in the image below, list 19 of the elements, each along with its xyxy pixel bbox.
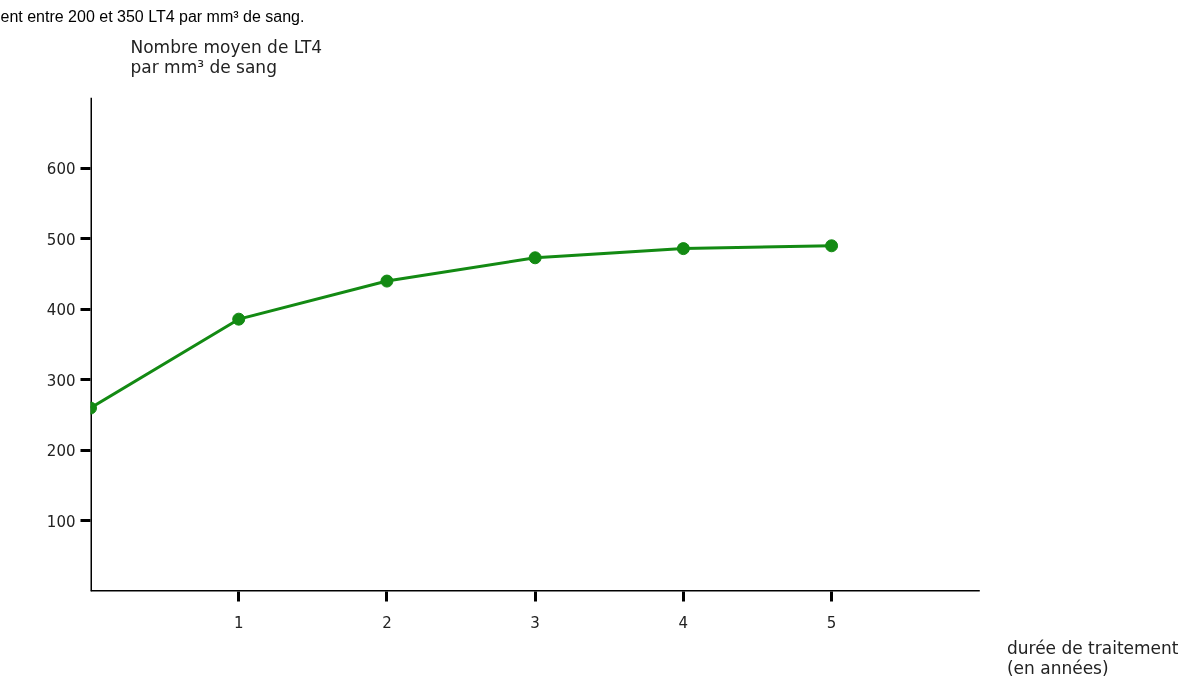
point bbox=[528, 251, 542, 265]
x-tick-label: 5 bbox=[826, 613, 837, 632]
text: ent entre 200 et 350 LT4 par mm³ de sang. bbox=[0, 7, 305, 25]
x-tick-label: 1 bbox=[233, 613, 244, 632]
y-tick-label: 600 bbox=[46, 160, 76, 179]
point bbox=[380, 274, 394, 288]
x-tick-label: 2 bbox=[382, 613, 392, 632]
y-tick-label: 200 bbox=[46, 442, 76, 461]
point bbox=[232, 312, 246, 326]
x-tick-label: 4 bbox=[678, 613, 689, 632]
y-axis-title: Nombre moyen de LT4 par mm³ de sang bbox=[130, 36, 323, 77]
y-tick-label: 300 bbox=[46, 371, 76, 390]
y-tick-label: 500 bbox=[46, 230, 76, 249]
point bbox=[825, 239, 839, 253]
x-tick-label: 3 bbox=[530, 613, 540, 632]
point bbox=[676, 242, 690, 256]
x-axis-title: durée de traitement (en années) bbox=[1006, 637, 1179, 678]
y-tick-label: 100 bbox=[46, 512, 76, 531]
y-tick-label: 400 bbox=[46, 301, 76, 320]
